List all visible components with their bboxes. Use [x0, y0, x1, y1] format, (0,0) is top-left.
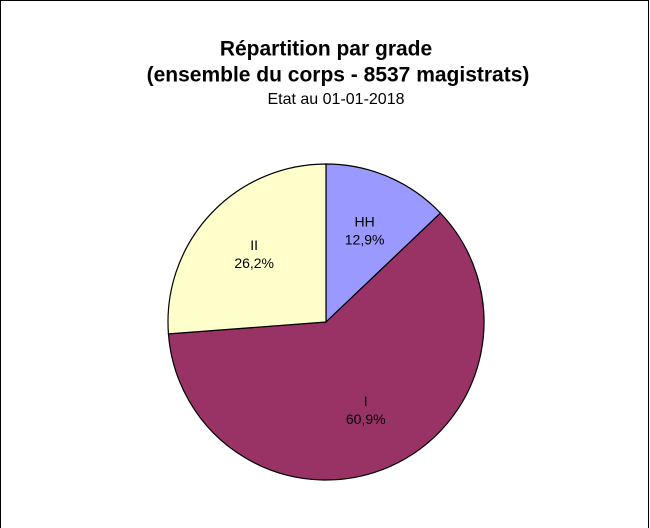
- pie-slice: [325, 163, 442, 324]
- pie-slice: [167, 212, 485, 481]
- slice-category-label: II: [250, 237, 258, 253]
- chart-subtitle: (ensemble du corps - 8537 magistrats): [147, 64, 530, 87]
- slice-value-label: 26,2%: [234, 255, 274, 271]
- chart-note: Etat au 01-01-2018: [268, 91, 405, 108]
- slice-category-label: I: [364, 393, 368, 409]
- pie-slice: [167, 163, 327, 335]
- slice-value-label: 12,9%: [345, 232, 385, 248]
- chart-title: Répartition par grade: [220, 38, 432, 61]
- slice-value-label: 60,9%: [346, 411, 386, 427]
- slice-category-label: HH: [355, 214, 375, 230]
